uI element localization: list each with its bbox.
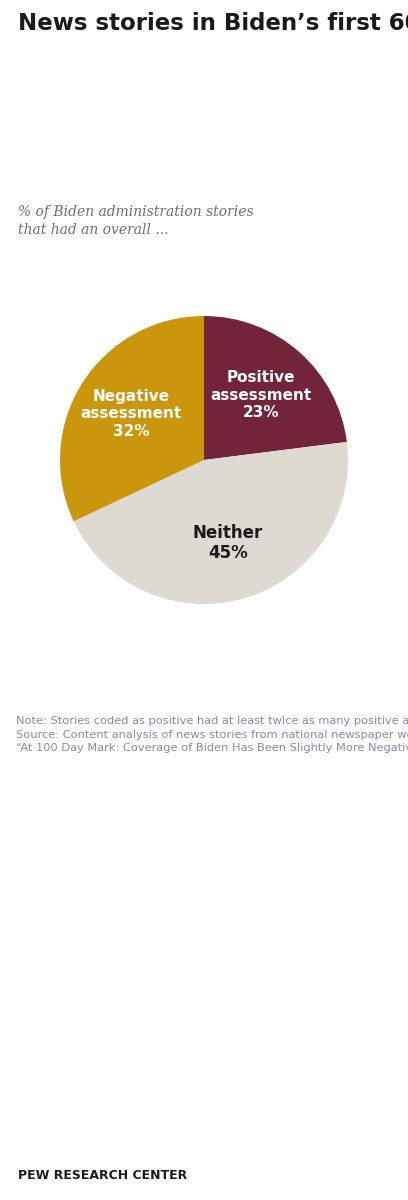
Wedge shape <box>204 316 347 460</box>
Text: Neither
45%: Neither 45% <box>193 523 263 563</box>
Wedge shape <box>60 316 204 521</box>
Text: News stories in Biden’s first 60 days offered somewhat more negative than positi: News stories in Biden’s first 60 days of… <box>18 12 408 35</box>
Text: % of Biden administration stories
that had an overall ...: % of Biden administration stories that h… <box>18 205 254 236</box>
Text: Note: Stories coded as positive had at least twice as many positive as negative : Note: Stories coded as positive had at l… <box>16 716 408 754</box>
Text: Positive
assessment
23%: Positive assessment 23% <box>211 371 312 420</box>
Wedge shape <box>74 442 348 604</box>
Text: PEW RESEARCH CENTER: PEW RESEARCH CENTER <box>18 1169 187 1182</box>
Text: Negative
assessment
32%: Negative assessment 32% <box>80 389 182 439</box>
